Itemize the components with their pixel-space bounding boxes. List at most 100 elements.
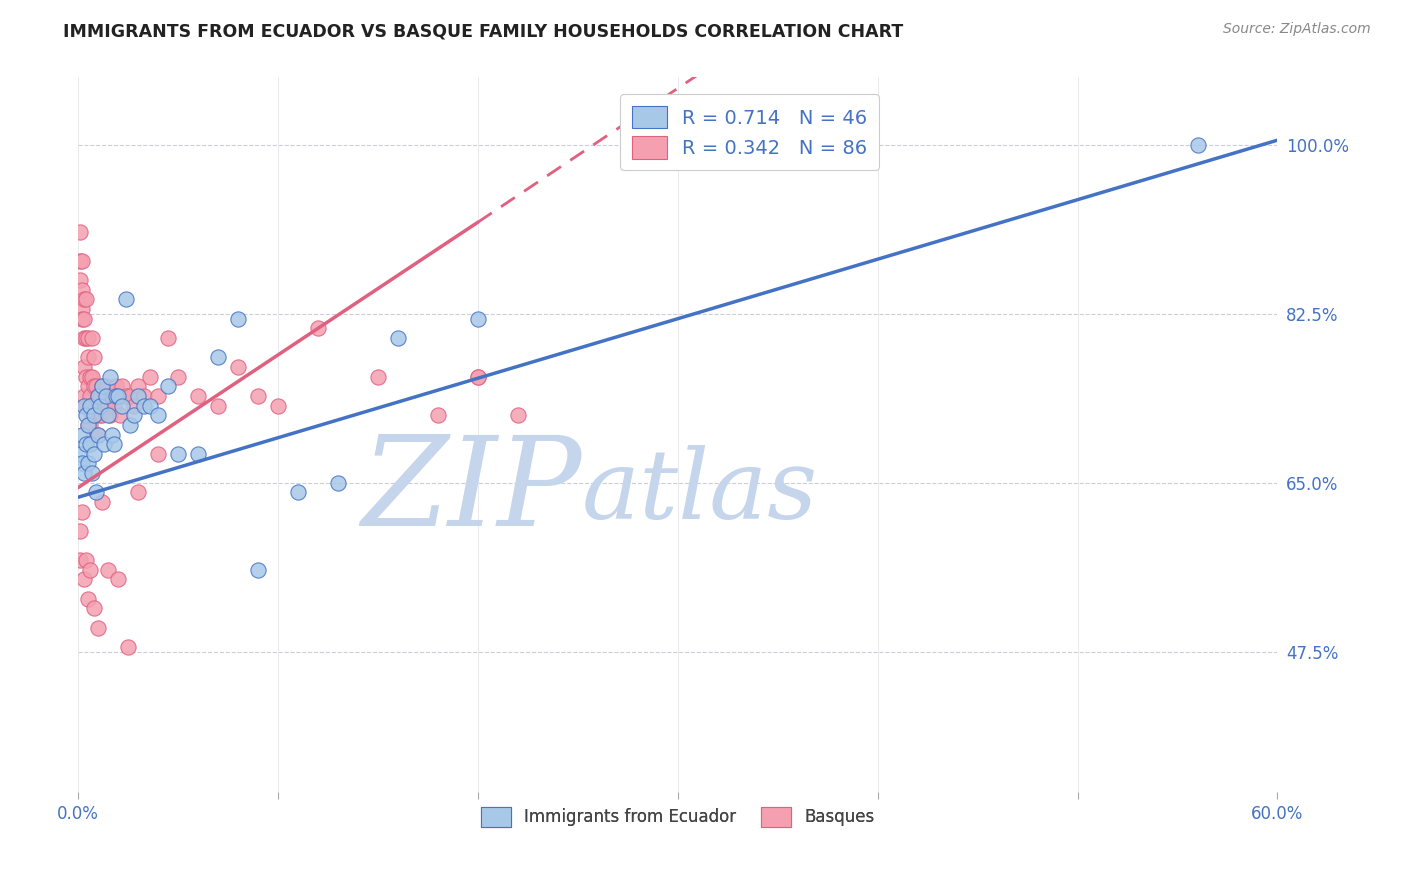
- Point: [84, 408, 107, 422]
- Point: [167, 447, 190, 461]
- Point: [82, 466, 104, 480]
- Point: [79, 417, 101, 432]
- Point: [111, 379, 134, 393]
- Point: [70, 505, 93, 519]
- Point: [97, 399, 120, 413]
- Point: [103, 399, 125, 413]
- Point: [307, 321, 329, 335]
- Point: [103, 437, 125, 451]
- Point: [79, 399, 101, 413]
- Point: [426, 408, 449, 422]
- Point: [84, 379, 107, 393]
- Point: [247, 389, 270, 403]
- Point: [91, 379, 114, 393]
- Point: [506, 408, 529, 422]
- Point: [69, 273, 91, 287]
- Point: [83, 351, 105, 365]
- Point: [105, 389, 128, 403]
- Point: [77, 331, 100, 345]
- Point: [94, 389, 117, 403]
- Point: [467, 311, 489, 326]
- Point: [73, 359, 96, 374]
- Point: [117, 640, 139, 654]
- Point: [83, 447, 105, 461]
- Point: [75, 369, 97, 384]
- Point: [83, 427, 105, 442]
- Legend: Immigrants from Ecuador, Basques: Immigrants from Ecuador, Basques: [474, 801, 882, 833]
- Point: [107, 572, 129, 586]
- Point: [132, 399, 155, 413]
- Point: [77, 591, 100, 606]
- Point: [157, 379, 180, 393]
- Point: [79, 563, 101, 577]
- Point: [207, 399, 229, 413]
- Point: [467, 369, 489, 384]
- Point: [89, 389, 111, 403]
- Point: [79, 369, 101, 384]
- Point: [79, 399, 101, 413]
- Point: [83, 408, 105, 422]
- Point: [70, 283, 93, 297]
- Point: [79, 437, 101, 451]
- Point: [187, 447, 209, 461]
- Point: [367, 369, 389, 384]
- Point: [91, 408, 114, 422]
- Point: [87, 389, 110, 403]
- Point: [98, 369, 121, 384]
- Point: [83, 408, 105, 422]
- Point: [73, 572, 96, 586]
- Point: [146, 389, 169, 403]
- Point: [82, 408, 104, 422]
- Point: [91, 495, 114, 509]
- Point: [107, 389, 129, 403]
- Point: [97, 563, 120, 577]
- Point: [69, 447, 91, 461]
- Point: [70, 427, 93, 442]
- Point: [127, 379, 149, 393]
- Point: [69, 253, 91, 268]
- Text: ZIP: ZIP: [361, 431, 582, 552]
- Point: [101, 389, 124, 403]
- Point: [226, 359, 249, 374]
- Point: [226, 311, 249, 326]
- Point: [267, 399, 290, 413]
- Point: [120, 389, 142, 403]
- Point: [87, 427, 110, 442]
- Point: [69, 225, 91, 239]
- Point: [70, 253, 93, 268]
- Point: [84, 485, 107, 500]
- Point: [111, 399, 134, 413]
- Point: [75, 331, 97, 345]
- Point: [326, 475, 349, 490]
- Point: [82, 369, 104, 384]
- Point: [83, 379, 105, 393]
- Point: [73, 311, 96, 326]
- Point: [105, 379, 128, 393]
- Point: [146, 447, 169, 461]
- Point: [69, 553, 91, 567]
- Point: [73, 466, 96, 480]
- Point: [167, 369, 190, 384]
- Point: [77, 417, 100, 432]
- Point: [157, 331, 180, 345]
- Point: [146, 408, 169, 422]
- Point: [73, 293, 96, 307]
- Point: [75, 399, 97, 413]
- Point: [127, 389, 149, 403]
- Point: [75, 408, 97, 422]
- Point: [94, 379, 117, 393]
- Point: [122, 408, 145, 422]
- Text: atlas: atlas: [582, 444, 818, 539]
- Point: [139, 369, 162, 384]
- Point: [75, 553, 97, 567]
- Point: [101, 427, 124, 442]
- Point: [187, 389, 209, 403]
- Point: [91, 379, 114, 393]
- Point: [115, 389, 138, 403]
- Point: [132, 389, 155, 403]
- Point: [93, 437, 115, 451]
- Point: [87, 427, 110, 442]
- Point: [73, 399, 96, 413]
- Point: [75, 293, 97, 307]
- Point: [82, 331, 104, 345]
